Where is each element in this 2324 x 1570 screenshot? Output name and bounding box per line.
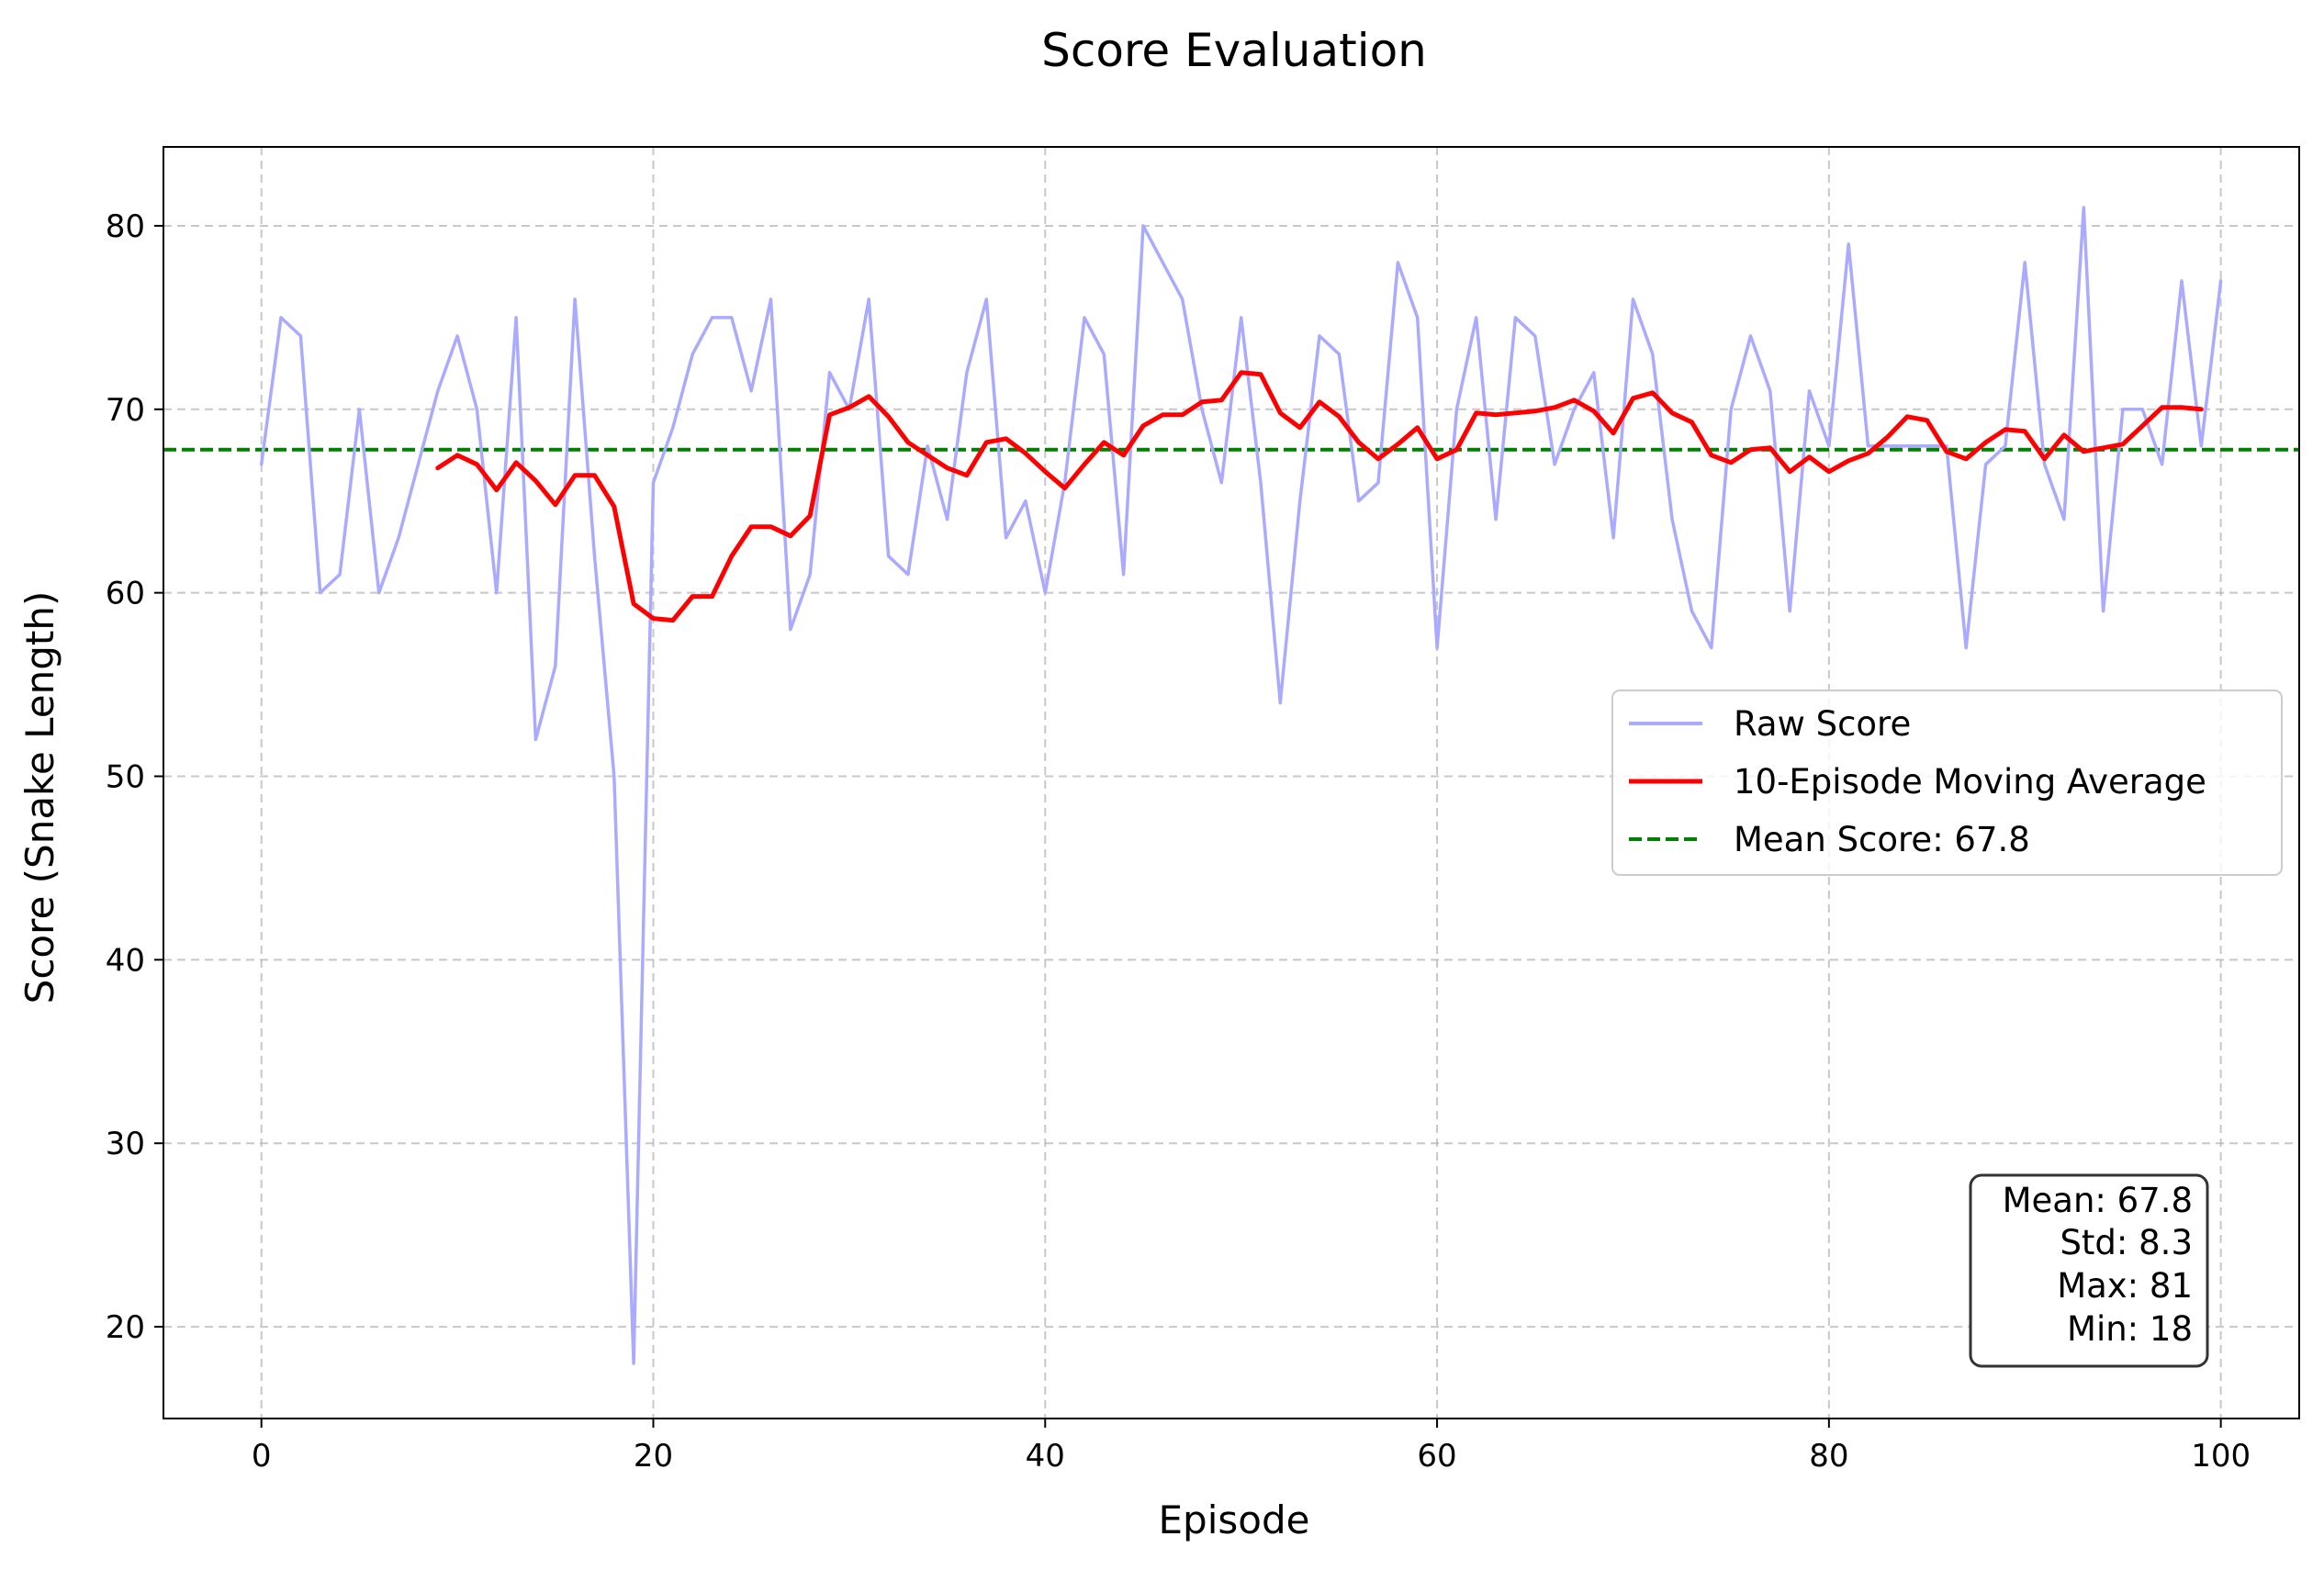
x-tick-label: 80 [1809, 1438, 1848, 1475]
y-tick-label: 20 [106, 1309, 145, 1346]
legend-label-moving-average: 10-Episode Moving Average [1734, 762, 2206, 802]
legend: Raw Score 10-Episode Moving Average Mean… [1611, 690, 2283, 876]
legend-label-mean-score: Mean Score: 67.8 [1734, 820, 2030, 859]
stats-box: Mean: 67.8 Std: 8.3 Max: 81 Min: 18 [1969, 1173, 2209, 1368]
chart-title: Score Evaluation [1041, 24, 1427, 77]
x-tick-label: 0 [252, 1438, 272, 1475]
plot-area-frame [163, 146, 2300, 1419]
y-tick-label: 80 [106, 208, 145, 245]
x-tick-label: 20 [634, 1438, 673, 1475]
stats-min: Min: 18 [2067, 1309, 2193, 1349]
legend-label-raw-score: Raw Score [1734, 704, 1911, 744]
y-tick-label: 70 [106, 392, 145, 429]
ticks: 0 20 40 60 80 100 20 30 40 50 60 70 80 [106, 208, 2251, 1475]
y-tick-label: 60 [106, 576, 145, 612]
stats-std: Std: 8.3 [2060, 1223, 2193, 1262]
stats-max: Max: 81 [2057, 1266, 2193, 1306]
stats-box-frame [1969, 1173, 2209, 1368]
moving-average-series-line [435, 370, 2204, 623]
legend-frame [1611, 690, 2283, 876]
y-tick-label: 40 [106, 942, 145, 979]
y-axis-label: Score (Snake Length) [17, 591, 62, 1004]
x-axis-label: Episode [1159, 1497, 1310, 1542]
x-tick-label: 60 [1417, 1438, 1456, 1475]
stats-mean: Mean: 67.8 [2003, 1181, 2193, 1220]
y-tick-label: 50 [106, 759, 145, 796]
series-layer [259, 206, 2223, 1365]
x-tick-label: 40 [1026, 1438, 1065, 1475]
x-tick-label: 100 [2191, 1438, 2251, 1475]
y-tick-label: 30 [106, 1126, 145, 1162]
raw-score-series-line [259, 206, 2223, 1365]
